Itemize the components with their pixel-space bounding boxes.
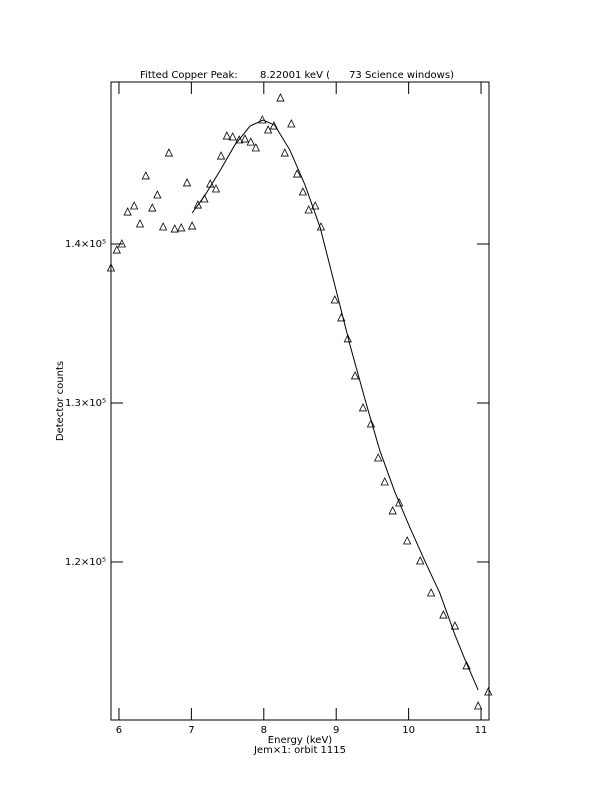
x-axis-label: Energy (keV): [268, 735, 333, 746]
y-tick-label: 1.3×10⁵: [65, 398, 106, 409]
y-tick-label: 1.2×10⁵: [65, 557, 106, 568]
data-point: [280, 148, 289, 157]
x-tick-label: 9: [333, 725, 339, 736]
data-point: [426, 588, 436, 597]
data-point: [251, 143, 260, 152]
data-point: [177, 223, 186, 232]
data-point: [182, 178, 192, 187]
data-point: [170, 224, 179, 233]
data-point: [263, 125, 273, 134]
data-point: [330, 295, 339, 304]
chart-subtitle: Jem×1: orbit 1115: [253, 745, 346, 756]
data-point: [112, 245, 121, 254]
data-point: [141, 171, 150, 180]
data-point: [439, 610, 448, 619]
data-point: [416, 556, 425, 565]
data-point: [193, 200, 203, 209]
data-point: [246, 137, 255, 146]
data-point: [135, 219, 145, 228]
data-point: [211, 184, 221, 193]
data-point: [450, 621, 460, 630]
data-point: [216, 151, 226, 160]
data-point: [395, 498, 404, 507]
x-tick-label: 10: [402, 725, 415, 736]
data-point: [130, 201, 139, 210]
data-point: [106, 263, 116, 272]
data-point: [148, 203, 157, 212]
data-point: [380, 477, 389, 486]
data-point: [164, 148, 174, 157]
data-point: [228, 132, 237, 141]
fit-line: [191, 119, 479, 691]
data-point: [222, 131, 232, 140]
plot-frame: [110, 81, 490, 721]
x-tick-label: 11: [475, 725, 488, 736]
y-axis-label: Detector counts: [55, 361, 66, 441]
x-tick-label: 6: [116, 725, 122, 736]
data-point: [366, 419, 376, 428]
data-point: [343, 334, 352, 343]
data-point: [276, 93, 285, 102]
data-point: [473, 701, 483, 710]
x-tick-label: 7: [188, 725, 194, 736]
data-point: [287, 119, 296, 128]
data-point: [292, 169, 302, 178]
chart-title: Fitted Copper Peak: 8.22001 keV ( 73 Sci…: [140, 70, 454, 81]
data-point: [123, 207, 132, 216]
data-point: [311, 201, 320, 210]
data-point: [403, 536, 412, 545]
data-point: [298, 187, 308, 196]
data-point: [374, 453, 383, 462]
data-point: [388, 506, 397, 515]
data-point: [269, 121, 279, 130]
data-point: [350, 371, 360, 380]
data-point: [153, 190, 162, 199]
data-point: [258, 115, 267, 124]
x-tick-label: 8: [261, 725, 267, 736]
data-point: [235, 135, 244, 144]
data-point: [304, 205, 313, 214]
data-point: [462, 661, 471, 670]
y-tick-label: 1.4×10⁵: [65, 239, 106, 250]
data-point: [117, 239, 127, 248]
data-point: [240, 134, 250, 143]
data-point: [187, 221, 197, 230]
data-point: [358, 403, 368, 412]
data-point: [484, 687, 493, 696]
data-point: [158, 222, 168, 231]
